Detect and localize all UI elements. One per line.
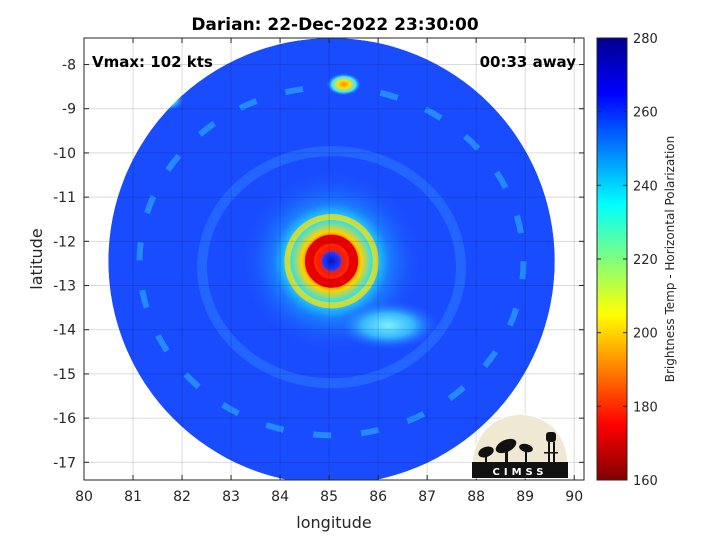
eyewall (304, 234, 359, 288)
y-tick-label: -9 (62, 102, 76, 118)
x-tick-label: 85 (320, 489, 338, 505)
y-tick-label: -8 (62, 58, 76, 74)
y-tick-label: -15 (53, 367, 76, 383)
x-tick-label: 82 (173, 489, 191, 505)
colorbar-ticks: 160 180 200 220 240 260 280 (597, 32, 658, 489)
logo-text: CIMSS (493, 467, 548, 478)
y-axis: -8 -9 -10 -11 -12 -13 -14 -15 -16 -17 (53, 58, 584, 471)
colorbar-tick-label: 260 (633, 106, 658, 121)
x-tick-label: 88 (467, 489, 485, 505)
x-tick-label: 84 (271, 489, 289, 505)
cimss-logo: CIMSS (471, 413, 569, 479)
colorbar: 160 180 200 220 240 260 280 Brightness Temp - … (596, 32, 677, 489)
time-away-annotation: 00:33 away (480, 53, 577, 71)
eye (319, 249, 344, 274)
y-tick-label: -14 (53, 323, 76, 339)
outer-rainband (197, 146, 467, 389)
x-tick-label: 90 (565, 489, 583, 505)
colorbar-tick-label: 160 (633, 474, 658, 489)
x-tick-label: 80 (75, 489, 93, 505)
colorbar-tick-label: 240 (633, 179, 658, 194)
y-tick-label: -10 (53, 146, 76, 162)
y-tick-label: -12 (53, 234, 76, 250)
colorbar-gradient (596, 37, 628, 481)
swath-image (108, 38, 555, 480)
colorbar-tick-label: 220 (633, 253, 658, 268)
y-axis-label: latitude (27, 228, 46, 289)
colorbar-tick-label: 280 (633, 32, 658, 47)
x-axis-label: longitude (296, 513, 371, 532)
chart-title: Darian: 22-Dec-2022 23:30:00 (191, 15, 479, 35)
colorbar-tick-label: 200 (633, 327, 658, 342)
x-tick-label: 86 (369, 489, 387, 505)
convective-cell (326, 73, 361, 96)
colorbar-label: Brightness Temp - Horizontal Polarizatio… (663, 136, 677, 383)
x-axis: 80 81 82 83 84 85 86 87 88 89 90 (75, 38, 583, 505)
inner-ring (284, 214, 379, 309)
x-tick-label: 87 (418, 489, 436, 505)
colorbar-tick-label: 180 (633, 400, 658, 415)
rainband-cell (336, 300, 440, 350)
y-tick-label: -11 (53, 190, 76, 206)
x-tick-label: 89 (516, 489, 534, 505)
vmax-annotation: Vmax: 102 kts (92, 53, 213, 71)
y-tick-label: -13 (53, 279, 76, 295)
x-tick-label: 81 (124, 489, 142, 505)
north-rainband (136, 84, 527, 439)
y-tick-label: -16 (53, 411, 76, 427)
y-tick-label: -17 (53, 455, 76, 471)
plot-frame (83, 37, 585, 481)
x-tick-label: 83 (222, 489, 240, 505)
